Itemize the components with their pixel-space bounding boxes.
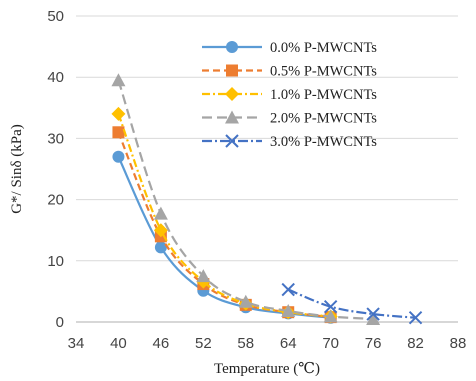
legend-label: 0.0% P-MWCNTs xyxy=(270,40,377,56)
legend-marker xyxy=(226,64,238,77)
x-tick-label: 34 xyxy=(68,335,85,352)
x-tick-label: 46 xyxy=(153,335,170,352)
data-point xyxy=(281,282,295,297)
legend-marker xyxy=(225,87,239,101)
x-tick-label: 58 xyxy=(237,335,254,352)
data-point xyxy=(323,309,338,323)
series-line xyxy=(117,113,331,318)
y-tick-label: 0 xyxy=(56,314,64,331)
y-tick-label: 20 xyxy=(47,192,64,209)
data-point xyxy=(323,299,338,314)
legend-label: 1.0% P-MWCNTs xyxy=(270,87,377,103)
legend: 0.0% P-MWCNTs 0.5% P-MWCNTs 1.0% P-MWCNTs 2… xyxy=(202,40,377,150)
series-line xyxy=(117,156,331,319)
x-tick-labels: 34 40 46 52 58 64 70 76 82 88 xyxy=(68,335,467,352)
x-axis-title: Temperature (℃) xyxy=(214,361,320,377)
series-3 xyxy=(111,73,381,325)
data-point xyxy=(281,303,296,317)
data-point xyxy=(111,73,126,87)
series-4 xyxy=(281,282,423,325)
gridlines xyxy=(76,15,458,262)
legend-item: 1.0% P-MWCNTs xyxy=(202,87,377,103)
data-point xyxy=(112,150,125,163)
y-tick-label: 40 xyxy=(47,69,64,86)
legend-label: 3.0% P-MWCNTs xyxy=(270,134,377,150)
x-tick-label: 82 xyxy=(407,335,424,352)
legend-marker xyxy=(225,134,239,148)
series-1 xyxy=(112,126,337,324)
legend-item: 3.0% P-MWCNTs xyxy=(202,134,377,150)
x-tick-label: 52 xyxy=(195,335,212,352)
x-tick-label: 70 xyxy=(322,335,339,352)
data-point xyxy=(366,311,381,325)
legend-marker xyxy=(225,110,239,124)
data-point xyxy=(153,223,168,238)
data-point xyxy=(112,126,125,139)
data-point xyxy=(196,269,211,283)
legend-item: 0.0% P-MWCNTs xyxy=(202,40,377,56)
data-point xyxy=(154,241,167,254)
x-tick-label: 88 xyxy=(450,335,467,352)
legend-label: 0.5% P-MWCNTs xyxy=(270,64,377,80)
x-tick-label: 76 xyxy=(365,335,382,352)
legend-marker xyxy=(226,41,238,53)
data-point xyxy=(366,307,380,321)
series-group xyxy=(111,73,423,325)
data-point xyxy=(153,206,168,220)
legend-item: 2.0% P-MWCNTs xyxy=(202,110,377,127)
data-point xyxy=(408,311,423,325)
y-axis-title: G*/ Sinδ (kPa) xyxy=(9,124,25,214)
y-tick-label: 50 xyxy=(47,8,64,25)
x-tick-label: 40 xyxy=(110,335,127,352)
y-tick-labels: 0 10 20 30 40 50 xyxy=(47,8,64,331)
legend-label: 2.0% P-MWCNTs xyxy=(270,111,377,127)
x-tick-label: 64 xyxy=(280,335,297,352)
series-line xyxy=(287,288,416,319)
y-tick-label: 30 xyxy=(47,130,64,147)
y-tick-label: 10 xyxy=(47,253,64,270)
data-point xyxy=(238,294,253,308)
data-point xyxy=(111,106,126,121)
series-line xyxy=(117,131,331,319)
legend-item: 0.5% P-MWCNTs xyxy=(202,64,377,80)
